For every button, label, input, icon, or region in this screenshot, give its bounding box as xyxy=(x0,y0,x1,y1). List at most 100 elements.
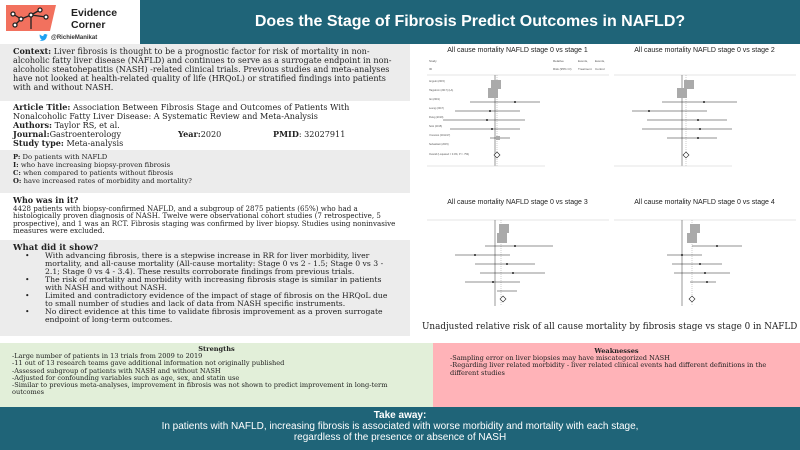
svg-text:Hagstrom (2017) (LA): Hagstrom (2017) (LA) xyxy=(429,89,453,92)
svg-text:ID: ID xyxy=(429,67,433,71)
svg-text:Younossi (2011/17): Younossi (2011/17) xyxy=(429,134,450,137)
pmid-link[interactable]: : 32027911 xyxy=(298,129,346,139)
journal-text: Gastroenterology xyxy=(49,129,122,139)
strength-item: -Large number of patients in 13 trials f… xyxy=(12,352,203,361)
svg-text:Treatment: Treatment xyxy=(578,67,592,71)
svg-text:Overall (I-squared = 0.0%, P =: Overall (I-squared = 0.0%, P = .754) xyxy=(429,153,469,156)
plot-title: All cause mortality NAFLD stage 0 vs sta… xyxy=(447,47,588,54)
forest-plot-stage1: All cause mortality NAFLD stage 0 vs sta… xyxy=(425,44,610,199)
forest-plot-graphic xyxy=(427,219,609,306)
pico-key: I: xyxy=(13,161,19,169)
forest-plots-panel: All cause mortality NAFLD stage 0 vs sta… xyxy=(420,44,800,339)
pico-key: C: xyxy=(13,169,21,177)
brand-logo: Evidence Corner @RichieManikat xyxy=(3,3,123,43)
brand-name: Evidence Corner xyxy=(71,7,117,31)
takeaway-line1: In patients with NAFLD, increasing fibro… xyxy=(161,421,639,432)
weaknesses-box: Weaknesses -Sampling error on liver biop… xyxy=(433,343,800,407)
pico-i: I: who have increasing biopsy-proven fib… xyxy=(13,161,397,169)
forest-plot-graphic xyxy=(614,219,796,306)
svg-text:Control: Control xyxy=(595,67,605,71)
pico-section: P: Do patients with NAFLD I: who have in… xyxy=(0,150,410,193)
pico-o: O: have increased rates of morbidity and… xyxy=(13,177,397,185)
context-section: Context: Liver fibrosis is thought to be… xyxy=(0,44,410,101)
takeaway-banner: Take away: In patients with NAFLD, incre… xyxy=(0,407,800,450)
journal-label: Journal: xyxy=(13,129,50,139)
plot-title: All cause mortality NAFLD stage 0 vs sta… xyxy=(634,199,775,206)
results-list: With advancing fibrosis, there is a step… xyxy=(13,252,397,324)
twitter-bird-icon xyxy=(39,34,48,41)
who-heading: Who was in it? xyxy=(13,195,79,205)
results-section: What did it show? With advancing fibrosi… xyxy=(0,240,410,336)
strengths-box: Strengths -Large number of patients in 1… xyxy=(0,343,433,407)
plot-title: All cause mortality NAFLD stage 0 vs sta… xyxy=(447,199,588,206)
year: Year: 2020 xyxy=(178,130,273,139)
authors: Authors: Taylor RS, et al. xyxy=(13,121,397,130)
svg-text:Sebastiani (2015): Sebastiani (2015) xyxy=(429,143,449,146)
result-bullet: Limited and contradictory evidence of th… xyxy=(13,292,397,308)
pmid: PMID: 32027911 xyxy=(273,130,345,139)
strength-item: -11 out of 13 research teams gave additi… xyxy=(12,359,285,368)
svg-text:Ito (2019): Ito (2019) xyxy=(429,98,440,101)
pico-value: Do patients with NAFLD xyxy=(20,153,108,161)
strength-item: -Adjusted for confounding variables such… xyxy=(12,373,240,382)
handle-text: @RichieManikat xyxy=(51,34,98,41)
brand-name-line1: Evidence xyxy=(71,7,118,19)
header: Evidence Corner @RichieManikat Does the S… xyxy=(0,0,800,44)
study-type-text: Meta-analysis xyxy=(63,138,124,148)
journal: Journal: Gastroenterology xyxy=(13,130,178,139)
result-bullet: With advancing fibrosis, there is a step… xyxy=(13,252,397,276)
svg-text:Peleg (2019): Peleg (2019) xyxy=(429,116,443,119)
pico-key: O: xyxy=(13,177,22,185)
authors-text: Taylor RS, et al. xyxy=(52,120,120,130)
authors-label: Authors: xyxy=(13,120,52,130)
strength-item: -Assessed subgroup of patients with NASH… xyxy=(12,366,221,375)
pmid-label: PMID xyxy=(273,129,299,139)
context-label: Context: xyxy=(13,46,52,56)
article-info: Article Title: Association Between Fibro… xyxy=(0,102,410,149)
study-type-label: Study type: xyxy=(13,138,64,148)
forest-plot-graphic xyxy=(614,74,796,167)
svg-text:Events,: Events, xyxy=(578,59,588,63)
year-label: Year: xyxy=(178,129,201,139)
figure-caption: Unadjusted relative risk of all cause mo… xyxy=(422,322,798,332)
who-section: Who was in it? 4428 patients with biopsy… xyxy=(0,196,410,240)
takeaway-heading: Take away: xyxy=(373,410,427,421)
strengths-heading: Strengths xyxy=(198,345,235,353)
svg-text:Leung (2017): Leung (2017) xyxy=(429,107,444,110)
context-text: Liver fibrosis is thought to be a progno… xyxy=(13,46,392,92)
svg-text:Soto (2015): Soto (2015) xyxy=(429,125,442,128)
article-title-text: Association Between Fibrosis Stage and O… xyxy=(13,102,350,121)
strength-item: -Similar to previous meta-analyses, impr… xyxy=(12,381,388,397)
brand-name-line2: Corner xyxy=(71,19,106,31)
result-bullet: No direct evidence at this time to valid… xyxy=(13,308,397,324)
pico-value: when compared to patients without fibros… xyxy=(20,169,174,177)
weakness-item: -Regarding liver related morbidity - liv… xyxy=(450,361,767,377)
takeaway-line2: regardless of the presence or absence of… xyxy=(293,432,507,443)
results-heading: What did it show? xyxy=(13,243,99,253)
article-title-label: Article Title: xyxy=(13,102,71,112)
svg-text:Relative: Relative xyxy=(553,59,564,63)
forest-plot-stage3: All cause mortality NAFLD stage 0 vs sta… xyxy=(425,196,610,351)
forest-plot-stage2: All cause mortality NAFLD stage 0 vs sta… xyxy=(612,44,797,199)
who-text: 4428 patients with biopsy-confirmed NAFL… xyxy=(13,203,396,235)
svg-text:Angulo (2015): Angulo (2015) xyxy=(429,80,445,83)
pico-c: C: when compared to patients without fib… xyxy=(13,169,397,177)
study-type: Study type: Meta-analysis xyxy=(13,139,397,148)
forest-plot-stage4: All cause mortality NAFLD stage 0 vs sta… xyxy=(612,196,797,351)
plot-title: All cause mortality NAFLD stage 0 vs sta… xyxy=(634,47,775,54)
weakness-item: -Sampling error on liver biopsies may ha… xyxy=(450,354,670,363)
pico-value: who have increasing biopsy-proven fibros… xyxy=(18,161,171,169)
svg-text:Events,: Events, xyxy=(595,59,605,63)
result-bullet: The risk of mortality and morbidity with… xyxy=(13,276,397,292)
article-title: Article Title: Association Between Fibro… xyxy=(13,103,397,121)
pico-p: P: Do patients with NAFLD xyxy=(13,153,397,161)
svg-text:Risk (95% CI): Risk (95% CI) xyxy=(553,67,572,71)
weaknesses-heading: Weaknesses xyxy=(594,347,639,355)
twitter-handle[interactable]: @RichieManikat xyxy=(39,34,97,41)
page-title: Does the Stage of Fibrosis Predict Outco… xyxy=(140,0,800,44)
pico-value: have increased rates of morbidity and mo… xyxy=(21,177,192,185)
year-text: 2020 xyxy=(200,129,222,139)
svg-text:Study: Study xyxy=(429,59,437,63)
journal-row: Journal: Gastroenterology Year: 2020 PMI… xyxy=(13,130,397,139)
